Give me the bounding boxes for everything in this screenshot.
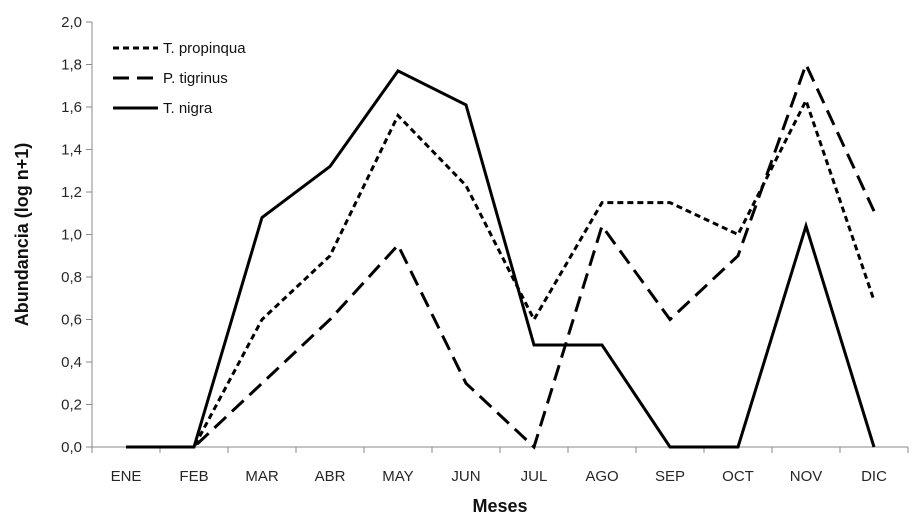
x-tick-label: MAR: [245, 468, 279, 485]
x-ticks: ENE FEB MAR ABR MAY JUN JUL AGO SEP OCT NOV DIC: [91, 447, 909, 485]
legend-label: T. nigra: [163, 100, 213, 117]
x-tick-label: JUL: [521, 468, 548, 485]
x-tick-label: MAY: [382, 468, 413, 485]
y-tick-label: 2,0: [61, 14, 82, 31]
x-tick-label: ABR: [315, 468, 346, 485]
series-layer: [126, 60, 876, 450]
x-tick-label: OCT: [722, 468, 754, 485]
x-tick-label: DIC: [861, 468, 887, 485]
x-tick-label: FEB: [179, 468, 208, 485]
series-line-t-propinqua: [126, 96, 876, 449]
y-ticks: 0,0 0,2 0,4 0,6 0,8 1,0 1,2 1,4 1,6 1,8 2,0: [61, 14, 92, 456]
y-tick-label: 0,4: [61, 354, 82, 371]
series-line-t-nigra: [126, 68, 876, 449]
axes: 0,0 0,2 0,4 0,6 0,8 1,0 1,2 1,4 1,6 1,8 2,0 ENE FEB…: [61, 14, 909, 485]
y-tick-label: 0,8: [61, 269, 82, 286]
y-tick-label: 0,0: [61, 439, 82, 456]
x-tick-label: NOV: [790, 468, 823, 485]
legend-label: T. propinqua: [163, 40, 246, 57]
x-tick-label: AGO: [585, 468, 618, 485]
x-tick-label: JUN: [451, 468, 480, 485]
series-line-p-tigrinus: [126, 60, 876, 450]
y-tick-label: 1,6: [61, 99, 82, 116]
x-tick-label: ENE: [111, 468, 142, 485]
y-tick-label: 1,4: [61, 142, 82, 159]
y-tick-label: 1,8: [61, 57, 82, 74]
x-axis-title: Meses: [472, 496, 527, 516]
legend: T. propinqua P. tigrinus T. nigra: [113, 40, 246, 117]
x-tick-label: SEP: [655, 468, 685, 485]
y-tick-label: 1,2: [61, 184, 82, 201]
y-tick-label: 0,2: [61, 397, 82, 414]
y-axis-title: Abundancia (log n+1): [12, 143, 32, 327]
y-tick-label: 1,0: [61, 227, 82, 244]
legend-label: P. tigrinus: [163, 70, 228, 87]
y-tick-label: 0,6: [61, 312, 82, 329]
